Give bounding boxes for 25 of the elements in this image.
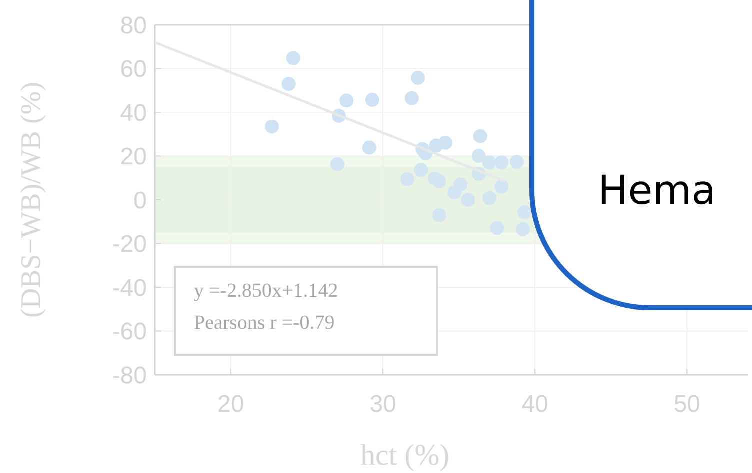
point bbox=[482, 191, 497, 206]
point bbox=[365, 93, 380, 108]
point bbox=[490, 221, 504, 236]
annotation: Hema bbox=[598, 168, 716, 214]
point bbox=[473, 129, 488, 144]
point bbox=[517, 205, 532, 220]
point bbox=[265, 120, 280, 134]
point bbox=[411, 70, 426, 85]
point bbox=[472, 149, 486, 164]
point bbox=[516, 222, 530, 236]
point bbox=[362, 140, 376, 155]
callout-box: Hema bbox=[530, 0, 752, 310]
point bbox=[461, 193, 476, 207]
point bbox=[282, 77, 296, 92]
point bbox=[438, 136, 452, 150]
point bbox=[510, 154, 524, 169]
point bbox=[482, 156, 497, 170]
point bbox=[340, 94, 354, 108]
point bbox=[494, 156, 509, 170]
point bbox=[286, 51, 300, 66]
point bbox=[330, 157, 344, 172]
annotation: Pearsons r =-0.79 bbox=[194, 312, 335, 334]
annotation: y =-2.850x+1.142 bbox=[194, 280, 338, 302]
point bbox=[414, 163, 428, 178]
point bbox=[404, 91, 419, 106]
